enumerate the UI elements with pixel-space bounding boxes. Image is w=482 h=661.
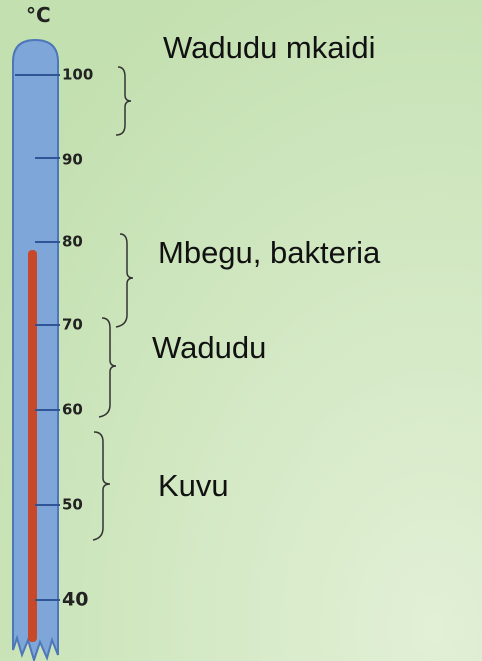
- tick-label: 90: [62, 151, 83, 169]
- brace: [115, 233, 134, 328]
- range-label: Kuvu: [158, 468, 229, 503]
- brace: [115, 66, 132, 136]
- ticks: [15, 74, 60, 601]
- brace: [98, 317, 117, 418]
- tick-label: 100: [62, 66, 93, 84]
- tick-label: 60: [62, 401, 83, 419]
- tick-label: 40: [62, 589, 88, 611]
- range-label: Wadudu mkaidi: [163, 30, 376, 65]
- range-label: Wadudu: [152, 330, 266, 365]
- brace: [92, 431, 111, 541]
- tick-label: 70: [62, 316, 83, 334]
- tick-label: 80: [62, 233, 83, 251]
- tick-label: 50: [62, 496, 83, 514]
- mercury: [28, 250, 37, 642]
- unit-label: °C: [26, 3, 51, 27]
- range-label: Mbegu, bakteria: [158, 235, 381, 270]
